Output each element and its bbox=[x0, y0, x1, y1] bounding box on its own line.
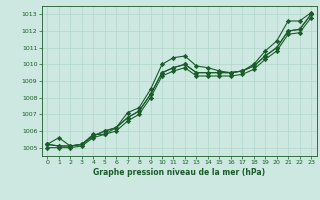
X-axis label: Graphe pression niveau de la mer (hPa): Graphe pression niveau de la mer (hPa) bbox=[93, 168, 265, 177]
